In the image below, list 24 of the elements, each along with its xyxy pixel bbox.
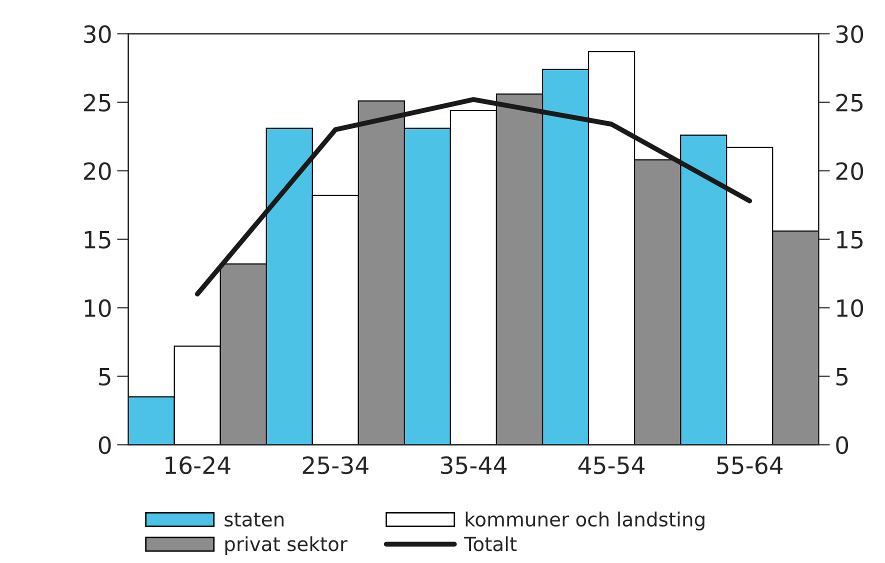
y2-tick-label: 15 [837, 231, 863, 249]
x-tick-label: 55-64 [717, 456, 783, 474]
y2-tick-label: 20 [836, 162, 864, 180]
y-tick-label: 0 [98, 436, 111, 454]
y2-tick-label: 25 [836, 94, 863, 112]
legend-label: staten [224, 512, 284, 527]
y-tick-label: 30 [84, 25, 111, 44]
legend-label: Totalt [464, 536, 517, 552]
line-series [194, 97, 752, 297]
y-tick-label: 10 [84, 299, 111, 318]
x-tick-label: 16-24 [166, 456, 230, 474]
legend-label: privat sektor [225, 536, 348, 556]
x-tick-label: 25-34 [302, 456, 368, 474]
y-tick-label: 25 [84, 94, 110, 112]
x-tick-label: 45-54 [578, 456, 645, 474]
x-tick-label: 35-44 [440, 456, 506, 474]
y2-tick-label: 10 [837, 299, 864, 318]
y-tick-label: 5 [99, 368, 110, 386]
y-tick-label: 20 [84, 162, 111, 180]
y2-tick-label: 5 [836, 368, 848, 386]
y2-tick-label: 30 [836, 25, 864, 44]
y-tick-label: 15 [84, 231, 110, 249]
legend-label: kommuner och landsting [466, 512, 704, 530]
y2-tick-label: 0 [836, 436, 848, 454]
